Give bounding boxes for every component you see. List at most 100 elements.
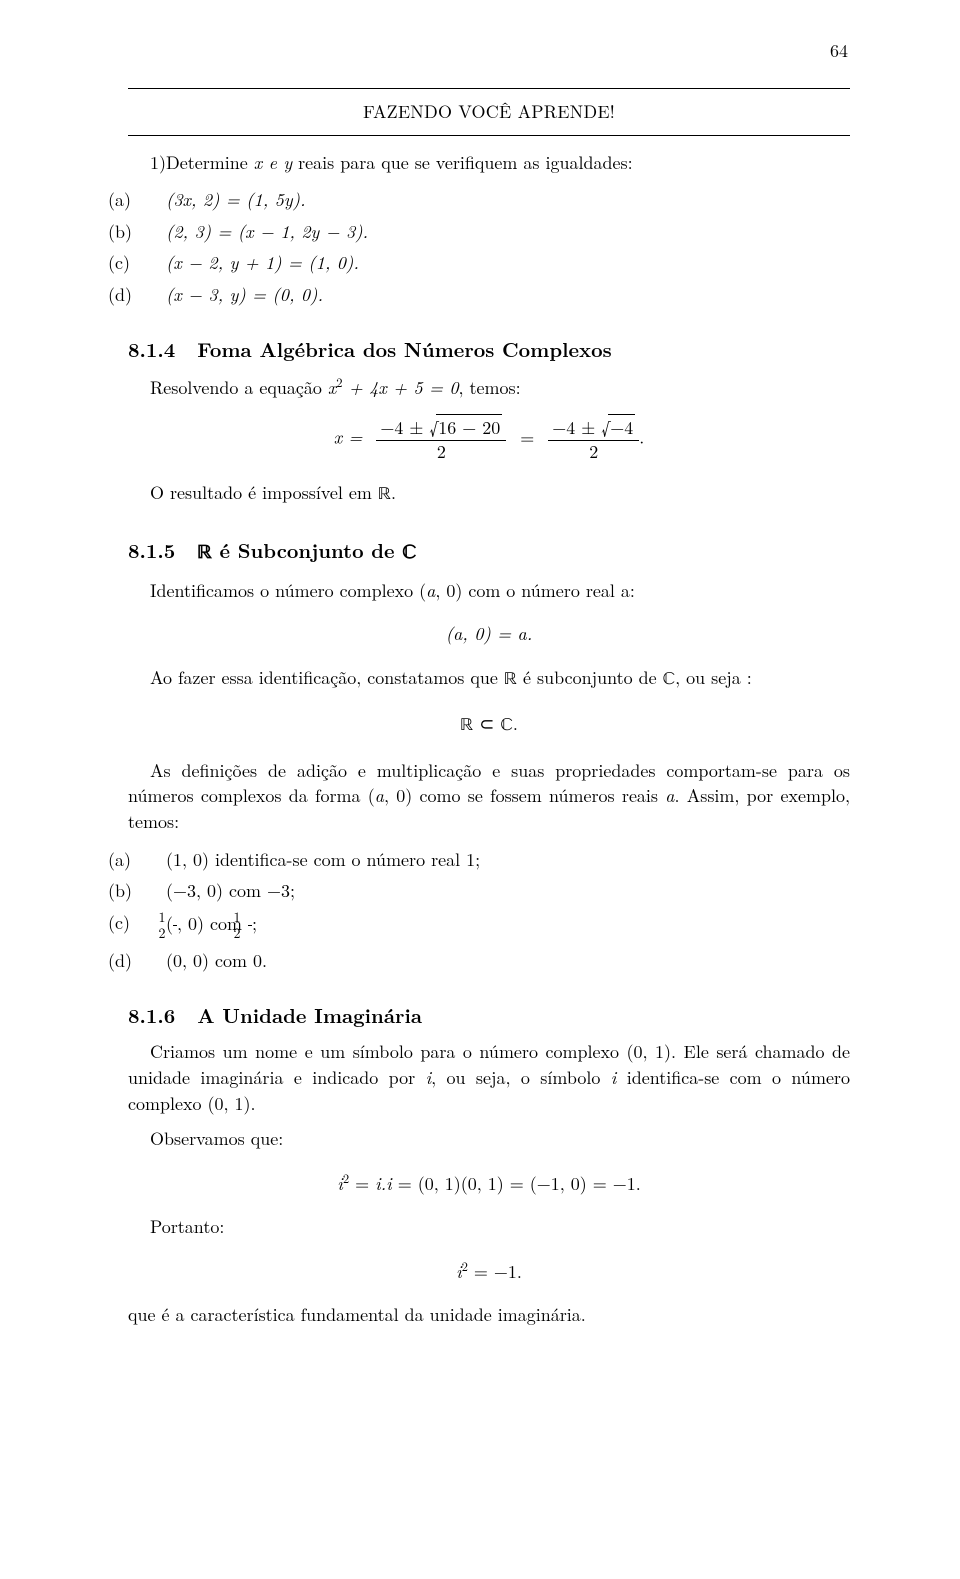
eq-frac2: −4 ± √−4 2: [548, 418, 639, 462]
rad-arg: −4: [608, 414, 635, 440]
t: (0, 0) com 0.: [166, 948, 267, 973]
subset-symbol: ⊂: [473, 711, 500, 736]
t: Ao fazer essa identificação, constatamos…: [150, 665, 504, 690]
label: (a): [134, 847, 160, 873]
set-R: ℝ: [504, 671, 517, 689]
sec816-p1: Criamos um nome e um símbolo para o núme…: [128, 1039, 850, 1116]
t: −4 ±: [380, 415, 429, 440]
banner-rule-bottom: [128, 135, 850, 136]
q1-c-eq: (x − 2, y + 1) = (1, 0).: [166, 250, 359, 275]
sec815-p1: Identificamos o número complexo (a, 0) c…: [128, 578, 850, 604]
q1-item-a: (a) (3x, 2) = (1, 5y).: [128, 187, 850, 213]
q1-b-eq: (2, 3) = (x − 1, 2y − 3).: [166, 219, 368, 244]
label: (b): [134, 219, 160, 245]
t: (−3, 0) com −3;: [166, 878, 295, 903]
t: + 4x + 5 = 0: [342, 375, 458, 400]
secnum-816: 8.1.6: [128, 1000, 175, 1029]
t: Resolvendo a equação: [150, 375, 328, 400]
q1-intro-suffix: reais para que se verifiquem as igualdad…: [292, 150, 633, 175]
t: (1, 0) identifica-se com o número real 1…: [166, 847, 480, 872]
set-C: ℂ: [402, 543, 416, 563]
sec816-eq1: i2 = i.i = (0, 1)(0, 1) = (−1, 0) = −1.: [128, 1170, 850, 1197]
t: (: [166, 910, 173, 935]
set-R: ℝ: [197, 543, 212, 563]
sec816-p3: Portanto:: [128, 1214, 850, 1240]
page: 64 FAZENDO VOCÊ APRENDE! 1)Determine x e…: [0, 0, 960, 1579]
eq-frac1: −4 ± √16 − 20 2: [376, 418, 506, 462]
t: −4 ±: [552, 415, 601, 440]
t: é Subconjunto de: [212, 535, 402, 564]
sectitle-814: Foma Algébrica dos Números Complexos: [197, 334, 611, 363]
section-815-heading: 8.1.5 ℝ é Subconjunto de ℂ: [128, 536, 850, 567]
t: a: [375, 783, 384, 808]
label: (c): [134, 910, 160, 936]
t: ;: [252, 910, 257, 935]
sqrt-icon: √−4: [601, 418, 635, 439]
sec816-eq2: i2 = −1.: [128, 1258, 850, 1285]
eq-eqmid: =: [520, 425, 534, 450]
t: Identificamos o número complexo (: [150, 578, 426, 603]
t: , temos:: [459, 375, 521, 400]
eq-frac1-den: 2: [376, 441, 506, 462]
q1-item-b: (b) (2, 3) = (x − 1, 2y − 3).: [128, 219, 850, 245]
q1-d-eq: (x − 3, y) = (0, 0).: [166, 282, 323, 307]
t: =: [349, 1171, 375, 1196]
label: (d): [134, 282, 160, 308]
t: , ou seja, o símbolo: [431, 1065, 611, 1090]
set-R: ℝ: [378, 486, 391, 504]
list-item: (a) (1, 0) identifica-se com o número re…: [128, 847, 850, 873]
q1-intro-prefix: 1)Determine: [150, 150, 254, 175]
t: .: [513, 711, 518, 736]
t: O resultado é impossível em: [150, 480, 378, 505]
label: (d): [134, 948, 160, 974]
list-item: (c) (12, 0) com 12;: [128, 910, 850, 942]
set-C: ℂ: [500, 717, 513, 735]
q1-item-c: (c) (x − 2, y + 1) = (1, 0).: [128, 250, 850, 276]
page-number: 64: [830, 38, 848, 64]
section-814-heading: 8.1.4 Foma Algébrica dos Números Complexo…: [128, 335, 850, 363]
t: , ou seja :: [675, 665, 752, 690]
t: = −1.: [468, 1259, 522, 1284]
t: , 0) como se fossem números reais: [384, 783, 665, 808]
sec815-p3: As definições de adição e multiplicação …: [128, 758, 850, 835]
sec814-equation: x = −4 ± √16 − 20 2 = −4 ± √−4 2 .: [128, 418, 850, 462]
eq-end: .: [639, 425, 644, 450]
banner-box: FAZENDO VOCÊ APRENDE!: [128, 88, 850, 136]
sqrt-icon: √16 − 20: [429, 418, 502, 439]
q1-intro: 1)Determine x e y reais para que se veri…: [128, 150, 850, 176]
set-C: ℂ: [663, 671, 676, 689]
section-816-heading: 8.1.6 A Unidade Imaginária: [128, 1001, 850, 1029]
banner-title: FAZENDO VOCÊ APRENDE!: [128, 89, 850, 135]
eq-frac2-den: 2: [548, 441, 639, 462]
sec815-items: (a) (1, 0) identifica-se com o número re…: [128, 847, 850, 974]
label: (b): [134, 878, 160, 904]
t: i.i: [375, 1171, 392, 1196]
list-item: (d) (0, 0) com 0.: [128, 948, 850, 974]
sec816-p4: que é a característica fundamental da un…: [128, 1302, 850, 1328]
t: é subconjunto de: [517, 665, 663, 690]
t: = (0, 1)(0, 1) = (−1, 0) = −1.: [392, 1171, 641, 1196]
eq-frac1-num: −4 ± √16 − 20: [376, 418, 506, 441]
sec814-intro: Resolvendo a equação x2 + 4x + 5 = 0, te…: [128, 374, 850, 401]
sectitle-816: A Unidade Imaginária: [197, 1000, 422, 1029]
sec814-outro: O resultado é impossível em ℝ.: [128, 480, 850, 509]
q1-items: (a) (3x, 2) = (1, 5y). (b) (2, 3) = (x −…: [128, 187, 850, 307]
sec816-p2: Observamos que:: [128, 1126, 850, 1152]
t: .: [391, 480, 396, 505]
t: x: [328, 375, 336, 400]
sec815-eq1: (a, 0) = a.: [128, 621, 850, 647]
t: (a, 0) = a.: [446, 621, 533, 646]
rad-arg: 16 − 20: [436, 414, 502, 440]
secnum-814: 8.1.4: [128, 334, 175, 363]
q1-intro-vars: x e y: [254, 150, 292, 175]
label: (c): [134, 250, 160, 276]
eq-frac2-num: −4 ± √−4: [548, 418, 639, 441]
q1-item-d: (d) (x − 3, y) = (0, 0).: [128, 282, 850, 308]
t: , 0) com o número real a:: [435, 578, 635, 603]
t: a: [426, 578, 435, 603]
set-R: ℝ: [460, 717, 473, 735]
eq-lhs: x =: [334, 425, 363, 450]
sec815-p2: Ao fazer essa identificação, constatamos…: [128, 665, 850, 694]
secnum-815: 8.1.5: [128, 535, 175, 564]
list-item: (b) (−3, 0) com −3;: [128, 878, 850, 904]
